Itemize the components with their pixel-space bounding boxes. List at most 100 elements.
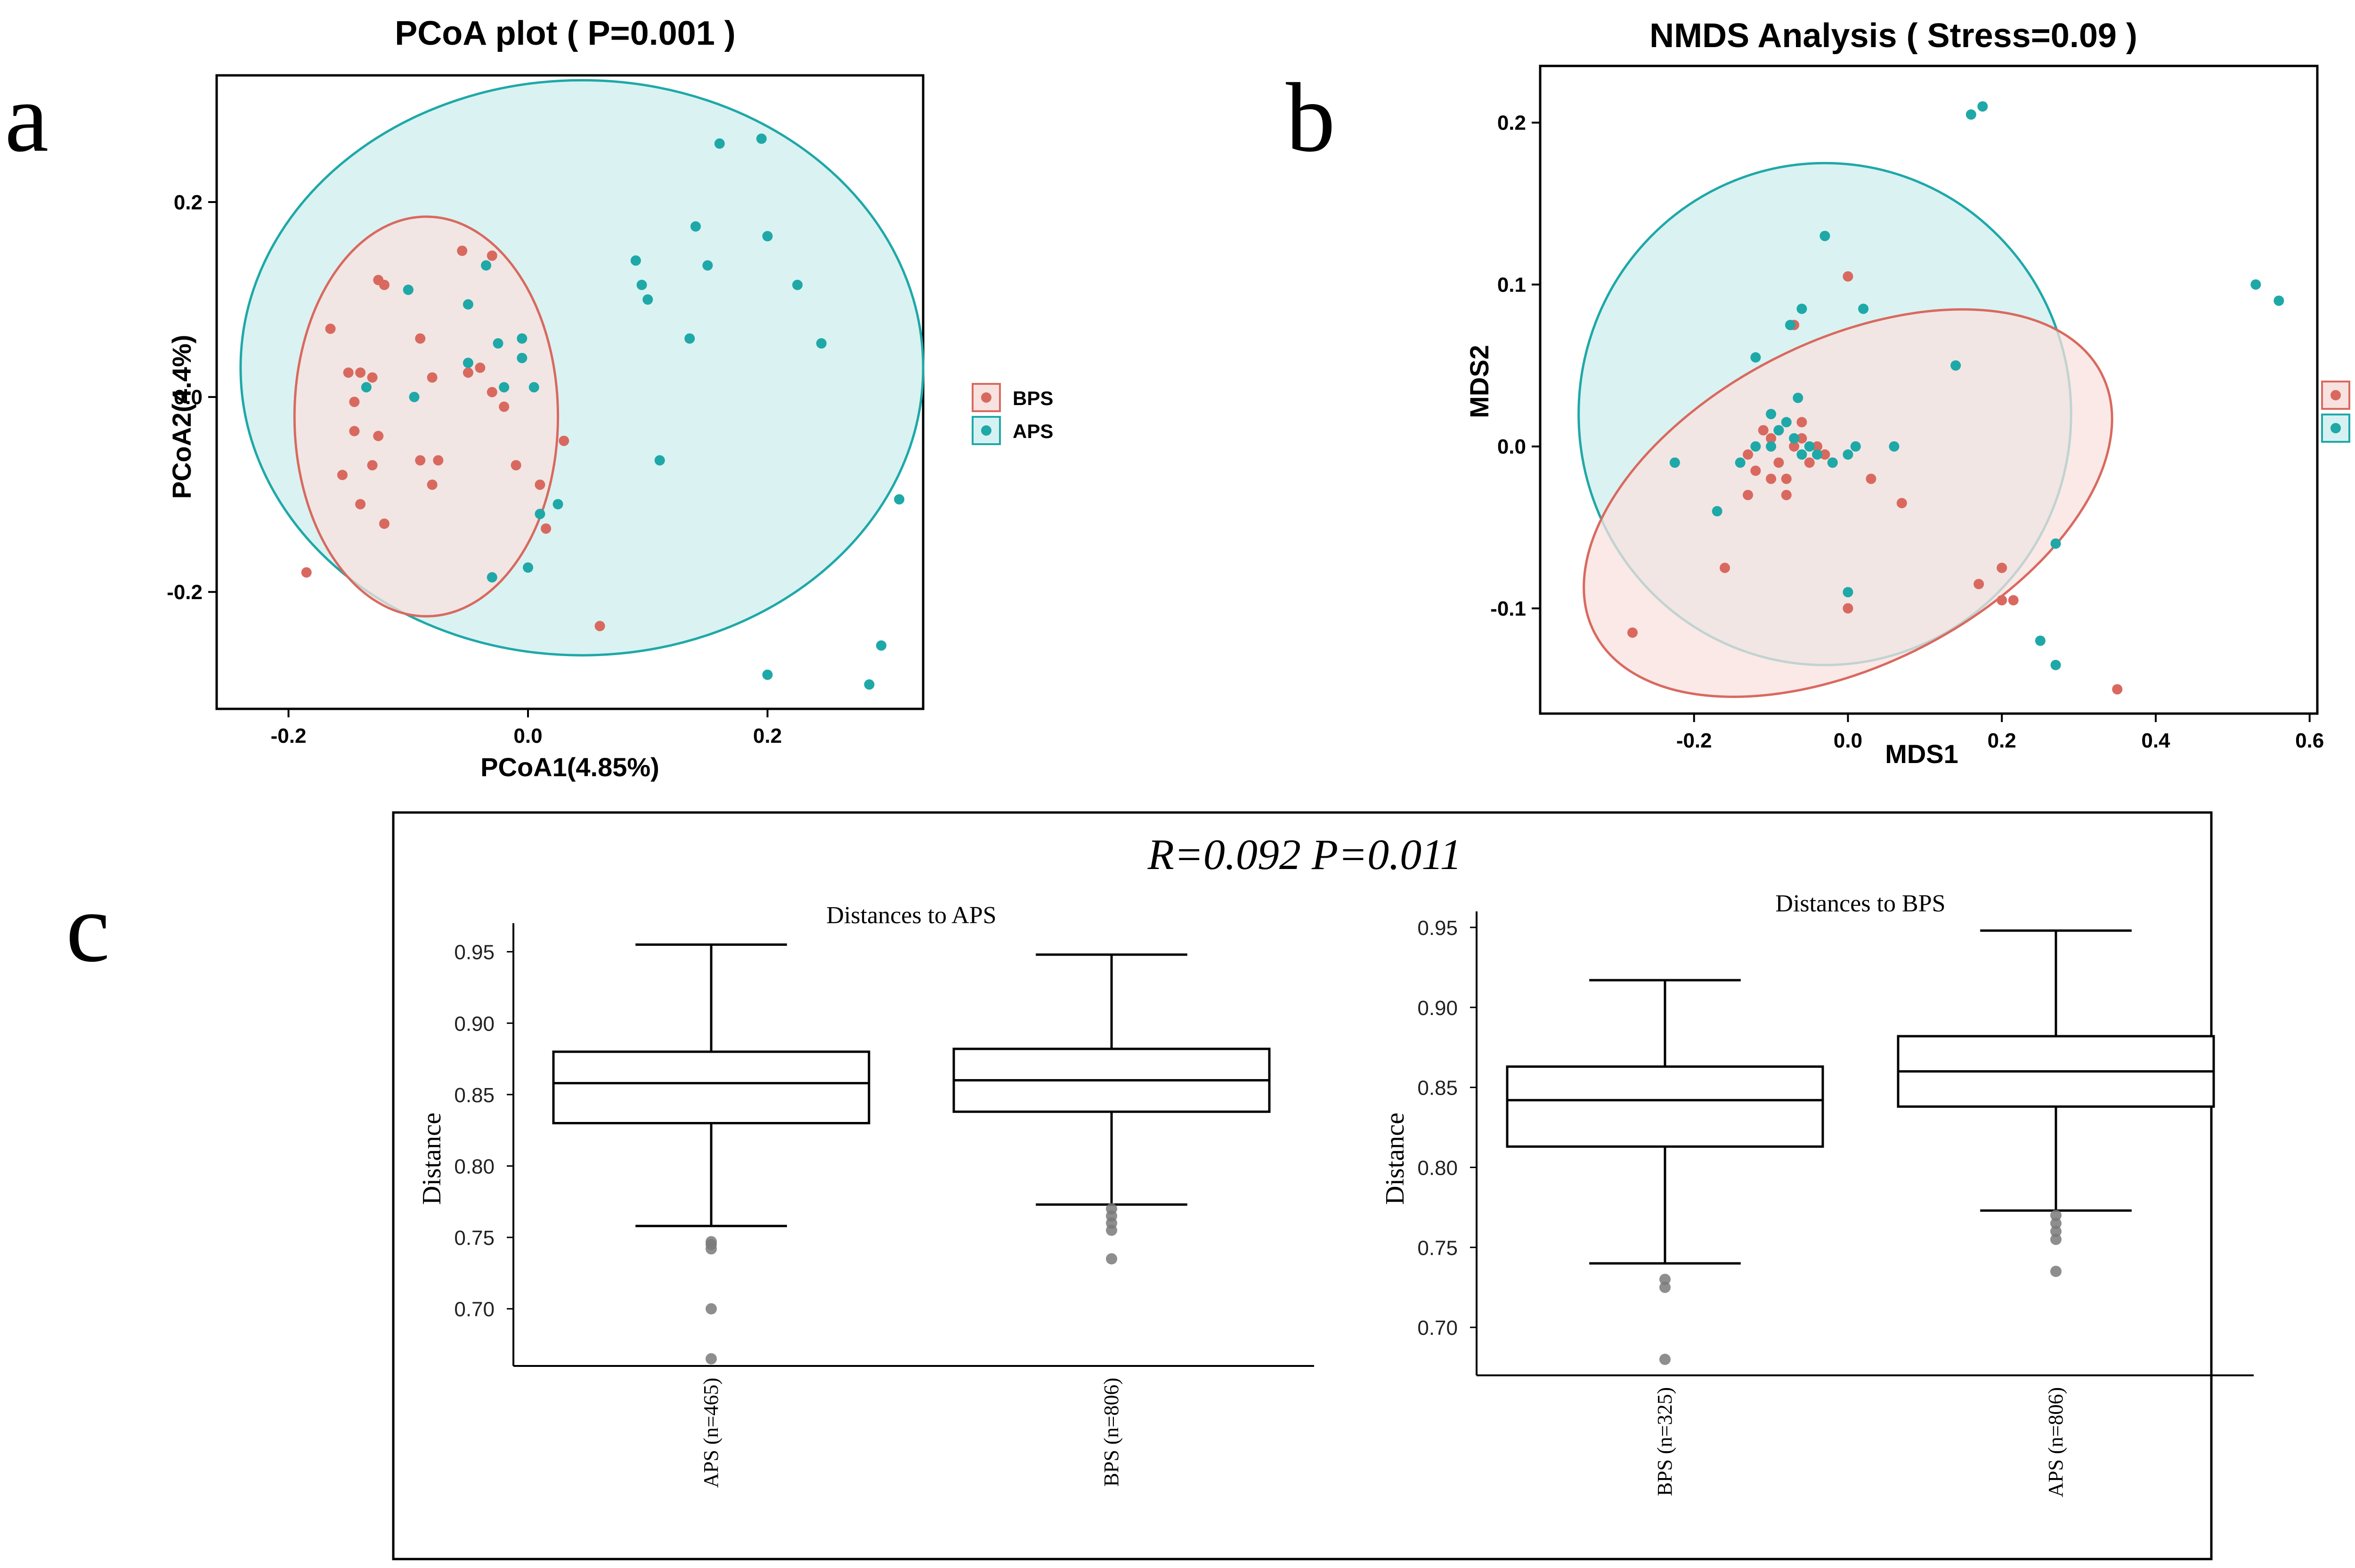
panel-label-b: b bbox=[1286, 63, 1335, 172]
point-bps bbox=[1743, 449, 1754, 460]
point-bps bbox=[1843, 271, 1853, 282]
outlier-point bbox=[1659, 1274, 1671, 1285]
point-aps bbox=[1796, 449, 1807, 460]
outlier-point bbox=[2050, 1226, 2062, 1237]
y-tick-label: -0.1 bbox=[1490, 597, 1526, 620]
point-bps bbox=[355, 367, 366, 378]
point-bps bbox=[349, 397, 360, 407]
x-category-label: BPS (n=806) bbox=[1100, 1378, 1123, 1487]
outlier-point bbox=[1659, 1354, 1671, 1365]
nmds-panel: NMDS Analysis ( Stress=0.09 ) -0.2 0.0 0.2… bbox=[1464, 17, 2350, 769]
iqr-box bbox=[552, 1050, 870, 1125]
box-panel-aps-title: Distances to APS bbox=[826, 902, 996, 929]
y-tick-label: 0.2 bbox=[1497, 112, 1526, 135]
x-tick-label: -0.2 bbox=[271, 724, 307, 747]
ellipse-bps bbox=[1583, 308, 2113, 698]
point-bps bbox=[325, 324, 336, 334]
point-bps bbox=[1997, 595, 2007, 606]
legend-label-bps: BPS bbox=[1013, 387, 1053, 409]
point-aps bbox=[517, 353, 528, 364]
point-aps bbox=[481, 260, 492, 271]
point-bps bbox=[1766, 433, 1777, 444]
point-bps bbox=[1804, 457, 1815, 468]
point-aps bbox=[1712, 506, 1722, 517]
outlier-point bbox=[2050, 1266, 2062, 1277]
point-bps bbox=[499, 401, 510, 412]
anosim-panel: R=0.092 P=0.011 Distances to APS Distanc… bbox=[392, 811, 2254, 1560]
point-aps bbox=[816, 338, 827, 349]
point-bps bbox=[2008, 595, 2019, 606]
point-aps bbox=[1785, 320, 1795, 330]
point-aps bbox=[1812, 449, 1823, 460]
x-tick-label: -0.2 bbox=[1676, 729, 1712, 752]
point-aps bbox=[876, 640, 887, 651]
point-aps bbox=[1796, 303, 1807, 314]
outlier-point bbox=[706, 1303, 717, 1315]
y-tick-label: 0.75 bbox=[1417, 1236, 1458, 1259]
box-panel-bps-plot: 0.70 0.75 0.80 0.85 0.90 0.95 BPS (n=325) APS (… bbox=[1417, 911, 2254, 1497]
point-bps bbox=[1781, 489, 1792, 500]
y-tick-label: 0.85 bbox=[454, 1084, 495, 1107]
y-tick-label: 0.70 bbox=[1417, 1316, 1458, 1340]
point-aps bbox=[1781, 417, 1792, 428]
point-aps bbox=[552, 499, 563, 510]
point-aps bbox=[1793, 392, 1803, 403]
legend-marker-aps bbox=[2331, 423, 2341, 433]
x-category-label: APS (n=806) bbox=[2044, 1387, 2067, 1497]
nmds-title: NMDS Analysis ( Stress=0.09 ) bbox=[1649, 17, 2137, 55]
point-aps bbox=[1750, 441, 1761, 452]
point-bps bbox=[1627, 627, 1638, 638]
point-aps bbox=[499, 382, 510, 393]
y-tick-label: 0.90 bbox=[1417, 997, 1458, 1020]
point-bps bbox=[415, 333, 426, 344]
legend-marker-bps bbox=[2331, 390, 2341, 400]
point-bps bbox=[463, 367, 473, 378]
y-tick-label: 0.0 bbox=[1497, 435, 1526, 458]
point-aps bbox=[409, 391, 420, 402]
point-bps bbox=[427, 372, 438, 383]
point-aps bbox=[493, 338, 503, 349]
nmds-ellipses bbox=[1577, 162, 2113, 698]
point-bps bbox=[1743, 489, 1754, 500]
point-bps bbox=[1796, 433, 1807, 444]
point-aps bbox=[2250, 279, 2261, 290]
point-aps bbox=[463, 357, 473, 368]
pcoa-y-label: PCoA2(4.4%) bbox=[167, 335, 196, 499]
point-aps bbox=[1843, 449, 1853, 460]
point-bps bbox=[1781, 473, 1792, 484]
x-tick-label: 0.0 bbox=[1834, 729, 1862, 752]
x-tick-label: 0.4 bbox=[2141, 729, 2170, 752]
box-panel-bps-title: Distances to BPS bbox=[1775, 890, 1945, 917]
point-aps bbox=[1773, 425, 1784, 436]
point-bps bbox=[1766, 473, 1777, 484]
point-bps bbox=[541, 523, 552, 534]
point-bps bbox=[379, 279, 390, 290]
ellipse-bps bbox=[293, 215, 560, 617]
point-aps bbox=[528, 382, 539, 393]
point-aps bbox=[1669, 457, 1680, 468]
outlier-point bbox=[1106, 1224, 1117, 1236]
outlier-point bbox=[2050, 1234, 2062, 1245]
box-panel-aps-y-label: Distance bbox=[417, 1113, 447, 1205]
legend-key-aps bbox=[972, 416, 1001, 445]
x-tick-label: 0.2 bbox=[753, 724, 782, 747]
panel-label-c: c bbox=[66, 873, 110, 983]
point-bps bbox=[301, 567, 312, 578]
point-aps bbox=[636, 279, 647, 290]
panel-label-a: a bbox=[5, 63, 49, 172]
x-category-label: APS (n=465) bbox=[699, 1378, 723, 1488]
point-aps bbox=[523, 562, 534, 573]
point-bps bbox=[1796, 417, 1807, 428]
nmds-points bbox=[1627, 101, 2284, 695]
point-aps bbox=[1750, 352, 1761, 363]
point-aps bbox=[1850, 441, 1861, 452]
point-bps bbox=[1973, 579, 1984, 589]
pcoa-y-axis: -0.2 0.0 0.2 bbox=[167, 191, 217, 604]
point-bps bbox=[559, 435, 569, 446]
point-aps bbox=[1804, 441, 1815, 452]
point-bps bbox=[373, 431, 384, 441]
point-aps bbox=[1950, 360, 1961, 371]
point-aps bbox=[864, 679, 875, 690]
